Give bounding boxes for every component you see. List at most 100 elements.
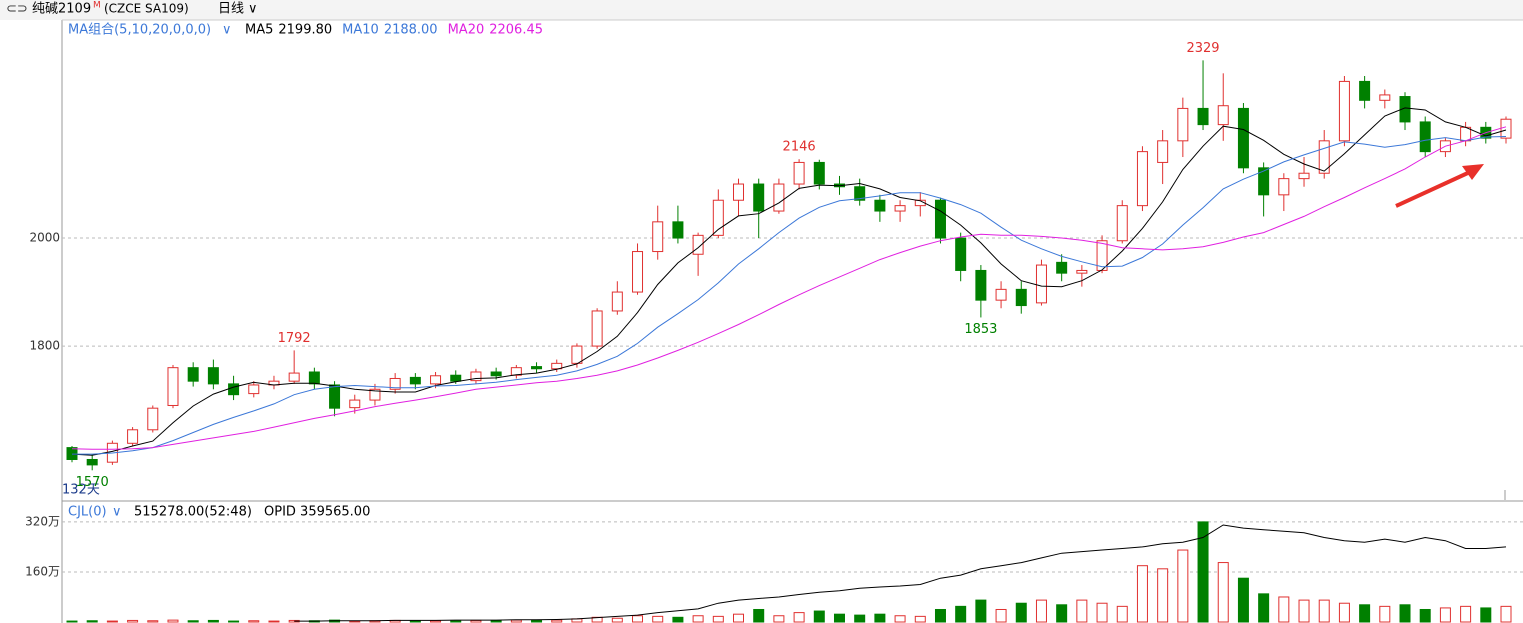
candle-body [86, 458, 98, 466]
volume-bar [490, 620, 502, 623]
candle-body [1379, 94, 1391, 101]
volume-indicator[interactable]: CJL(0) [68, 505, 107, 520]
candle-body [228, 383, 240, 396]
volume-bar [409, 620, 421, 623]
candle-body [409, 376, 421, 385]
candle-body [1056, 261, 1068, 274]
volume-bar [1157, 568, 1169, 623]
candle-body [369, 388, 381, 401]
candle-body [66, 447, 78, 460]
volume-bar [1015, 602, 1027, 623]
volume-bar [1056, 604, 1068, 623]
volume-tick-label: 320万 [25, 514, 60, 528]
candle-body [1116, 205, 1128, 242]
low-label: 1570 [76, 475, 109, 490]
candle-body [712, 199, 724, 236]
volume-bar [1460, 605, 1472, 623]
candle-body [733, 183, 745, 201]
candle-body [1177, 107, 1189, 142]
candle-body [1298, 172, 1310, 180]
volume-bar [228, 620, 240, 623]
candle-body [1318, 140, 1330, 174]
volume-bar [833, 613, 845, 623]
candle-body [207, 367, 219, 385]
candle-body [995, 288, 1007, 301]
period-selector[interactable]: 日线 [218, 2, 244, 17]
opid-line [294, 524, 1507, 622]
candle-body [874, 199, 886, 212]
volume-caret[interactable]: ∨ [112, 505, 122, 520]
ma-indicator[interactable]: MA组合(5,10,20,0,0,0) [68, 23, 211, 38]
candle-body [1157, 140, 1169, 163]
volume-bar [127, 619, 139, 623]
volume-bar [1116, 605, 1128, 623]
volume-bar [1359, 604, 1371, 623]
opid-reading: OPID 359565.00 [264, 505, 370, 520]
volume-bar [1197, 521, 1209, 623]
candle-body [813, 161, 825, 185]
candle-body [551, 362, 563, 370]
volume-bar [470, 619, 482, 623]
candle-body [753, 183, 765, 212]
ma-line [72, 136, 1507, 455]
candle-body [975, 269, 987, 301]
candle-body [611, 291, 623, 312]
volume-bar [531, 619, 543, 623]
volume-reading: 515278.00(52:48) [134, 505, 252, 520]
period-caret[interactable]: ∨ [248, 2, 258, 17]
volume-bar [1177, 549, 1189, 623]
volume-bar [1076, 599, 1088, 623]
candle-body [510, 367, 522, 376]
candle-body [1338, 80, 1350, 142]
volume-bar [975, 599, 987, 623]
volume-bar [248, 620, 260, 623]
symbol-code: (CZCE SA109) [104, 2, 189, 16]
candle-body [430, 375, 442, 385]
ma-caret[interactable]: ∨ [222, 23, 232, 38]
candle-body [1419, 121, 1431, 153]
candle-body [934, 199, 946, 239]
candle-body [167, 367, 179, 406]
candle-body [329, 384, 341, 409]
arrow-head [1462, 164, 1484, 180]
candle-body [773, 183, 785, 212]
y-tick-label: 2000 [29, 231, 60, 245]
ma-line [71, 126, 1507, 450]
legend-value: 2188.00 [384, 23, 438, 38]
volume-bar [430, 620, 442, 623]
volume-bar [611, 617, 623, 623]
volume-bar [753, 608, 765, 623]
candle-body [470, 371, 482, 382]
volume-bar [268, 620, 280, 623]
legend-name: MA20 [448, 23, 485, 38]
low-label: 1853 [964, 322, 997, 337]
volume-bar [1480, 607, 1492, 623]
volume-bar [955, 605, 967, 623]
volume-bar [1500, 605, 1512, 623]
candle-body [793, 161, 805, 185]
volume-bar [793, 612, 805, 623]
volume-bar [632, 615, 644, 623]
toolbar [0, 0, 1523, 20]
legend-name: MA10 [342, 23, 379, 38]
volume-bar [349, 620, 361, 623]
candle-body [389, 377, 401, 390]
candle-body [955, 237, 967, 271]
high-label: 2329 [1186, 41, 1219, 56]
volume-bar [1217, 562, 1229, 623]
volume-bar [147, 620, 159, 623]
volume-bar [187, 620, 199, 623]
candle-body [692, 234, 704, 255]
volume-bar [1035, 599, 1047, 623]
candle-body [894, 205, 906, 212]
arrow [1395, 170, 1471, 208]
candle-body [450, 374, 462, 382]
legend: MA5 2199.80 MA10 2188.00 MA20 2206.45 [245, 23, 543, 38]
volume-bar [692, 615, 704, 623]
candle-body [571, 345, 583, 364]
volume-bar [510, 619, 522, 623]
candle-body [591, 310, 603, 347]
volume-bar [1318, 599, 1330, 623]
volume-bar [1338, 602, 1350, 623]
legend-value: 2199.80 [278, 23, 332, 38]
